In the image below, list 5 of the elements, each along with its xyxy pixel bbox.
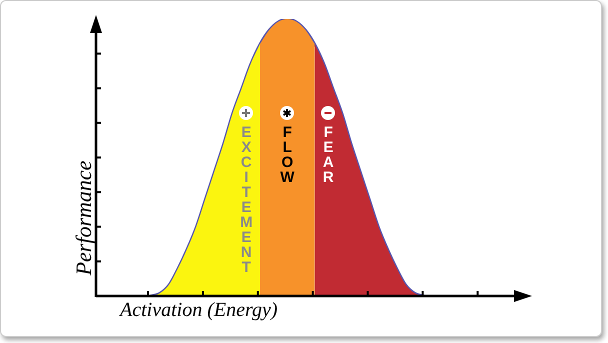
x-axis-title: Activation (Energy) (120, 299, 278, 322)
text: EXCITEMENT (240, 124, 253, 276)
annotation: FLOW (280, 124, 294, 186)
y-axis-title: Performance (71, 160, 97, 275)
annotation: FEAR (322, 124, 334, 186)
